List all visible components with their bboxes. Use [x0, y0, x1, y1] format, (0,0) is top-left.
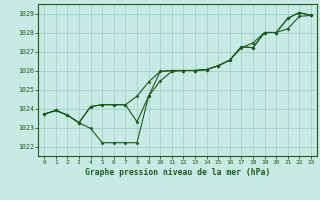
X-axis label: Graphe pression niveau de la mer (hPa): Graphe pression niveau de la mer (hPa) — [85, 168, 270, 177]
